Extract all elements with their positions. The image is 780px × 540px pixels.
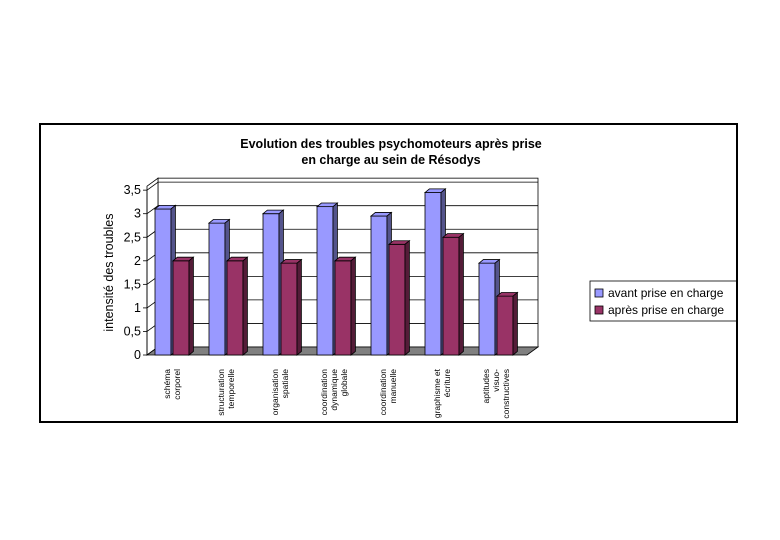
category-label: manuelle bbox=[388, 369, 398, 404]
bar-5-1 bbox=[441, 232, 465, 356]
category-label: visuo- bbox=[491, 369, 501, 392]
bar-6-1 bbox=[495, 291, 519, 356]
chart-svg: Evolution des troubles psychomoteurs apr… bbox=[102, 137, 736, 419]
category-label: dynamique bbox=[329, 369, 339, 411]
category-label: coordination bbox=[319, 369, 329, 416]
gridline-side bbox=[146, 181, 159, 191]
bar-3-1 bbox=[333, 256, 357, 356]
y-tick-label: 3 bbox=[134, 207, 141, 221]
bar-side bbox=[350, 256, 356, 356]
y-tick-label: 2,5 bbox=[124, 230, 141, 244]
category-label: temporelle bbox=[226, 369, 236, 409]
bar-front bbox=[334, 260, 352, 356]
bar-5-0 bbox=[423, 188, 447, 356]
bar-front bbox=[316, 206, 334, 356]
bar-2-1 bbox=[279, 258, 303, 356]
bar-front bbox=[154, 208, 172, 356]
category-label: spatiale bbox=[280, 369, 290, 399]
legend-box bbox=[589, 280, 736, 322]
bar-1-1 bbox=[225, 256, 249, 356]
legend-swatch bbox=[594, 305, 604, 315]
category-label: aptitudes bbox=[481, 369, 491, 404]
chart-frame: Evolution des troubles psychomoteurs apr… bbox=[39, 123, 738, 423]
y-tick-label: 0 bbox=[134, 348, 141, 362]
bar-front bbox=[280, 262, 298, 356]
plot-area: 0 0,5 1 1,5 2 2,5 3 3,5 intensité des troubles sc… bbox=[102, 177, 540, 419]
y-tick-label: 3,5 bbox=[124, 183, 141, 197]
y-tick-label: 1 bbox=[134, 301, 141, 315]
bar-3-0 bbox=[315, 202, 339, 356]
category-label: coordination bbox=[378, 369, 388, 416]
bar-side bbox=[242, 256, 248, 356]
bar-front bbox=[208, 222, 226, 356]
bar-0-0 bbox=[153, 204, 177, 356]
legend-label: avant prise en charge bbox=[608, 286, 724, 300]
bar-0-1 bbox=[171, 256, 195, 356]
y-tick-label: 0,5 bbox=[124, 324, 141, 338]
bar-4-0 bbox=[369, 211, 393, 356]
bar-front bbox=[172, 260, 190, 356]
bar-4-1 bbox=[387, 239, 411, 356]
bar-front bbox=[226, 260, 244, 356]
bar-side bbox=[458, 232, 464, 356]
bar-6-0 bbox=[477, 258, 501, 356]
y-tick-label: 2 bbox=[134, 254, 141, 268]
bar-side bbox=[188, 256, 194, 356]
category-label: écriture bbox=[442, 369, 452, 398]
category-label: corporel bbox=[172, 369, 182, 400]
gridline-side bbox=[146, 205, 159, 215]
bar-front bbox=[496, 295, 514, 356]
legend: avant prise en charge après prise en char… bbox=[589, 280, 736, 322]
chart-title-line-2: en charge au sein de Résodys bbox=[301, 153, 480, 167]
bar-front bbox=[262, 213, 280, 356]
bar-front bbox=[424, 192, 442, 356]
y-axis-title: intensité des troubles bbox=[102, 214, 116, 332]
bar-2-0 bbox=[261, 209, 285, 356]
bar-side bbox=[512, 291, 518, 356]
category-label: globale bbox=[339, 369, 349, 397]
bar-1-0 bbox=[207, 218, 231, 356]
legend-label: après prise en charge bbox=[608, 303, 724, 317]
bar-front bbox=[370, 215, 388, 356]
bar-front bbox=[478, 262, 496, 356]
category-label: structuration bbox=[216, 369, 226, 416]
category-label: organisation bbox=[270, 369, 280, 416]
category-label: graphisme et bbox=[432, 368, 442, 418]
category-label: schéma bbox=[162, 369, 172, 399]
legend-swatch bbox=[594, 288, 604, 298]
y-tick-label: 1,5 bbox=[124, 277, 141, 291]
bar-side bbox=[404, 239, 410, 356]
bar-side bbox=[296, 258, 302, 356]
chart-title-line-1: Evolution des troubles psychomoteurs apr… bbox=[240, 137, 542, 151]
category-label: constructives bbox=[501, 369, 511, 419]
bar-front bbox=[388, 243, 406, 356]
bar-front bbox=[442, 236, 460, 356]
